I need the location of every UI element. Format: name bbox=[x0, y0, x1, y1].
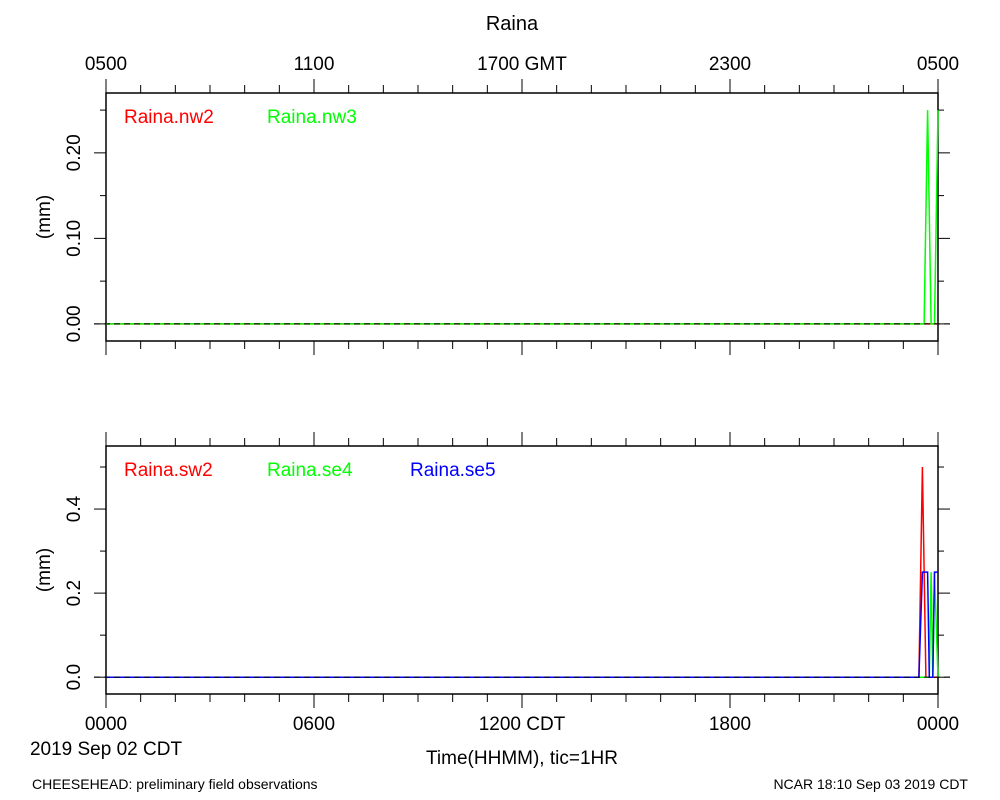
legend-raina-sw2: Raina.sw2 bbox=[124, 460, 213, 481]
series-line-raina-se4 bbox=[106, 572, 939, 678]
series-line-raina-sw2 bbox=[106, 466, 938, 678]
date-label: 2019 Sep 02 CDT bbox=[30, 739, 182, 760]
bottom-tick-label-0: 0000 bbox=[85, 714, 127, 735]
footer-left: CHEESEHEAD: preliminary field observatio… bbox=[32, 776, 318, 792]
bottom-axis-labels: 0000 0600 1200 CDT 1800 0000 2019 Sep 02… bbox=[30, 714, 959, 769]
top-tick-label-0: 0500 bbox=[85, 54, 127, 75]
top-tick-label-2: 1700 GMT bbox=[477, 54, 567, 75]
bottom-panel: (mm) Raina.sw2 Raina.se4 Raina.se5 0.0 0… bbox=[34, 432, 950, 708]
bottom-tick-label-2: 1200 CDT bbox=[479, 714, 566, 735]
top-panel-ylabel: (mm) bbox=[34, 195, 55, 239]
bottom-tick-label-3: 1800 bbox=[709, 714, 751, 735]
bottom-tick-label-1: 0600 bbox=[293, 714, 335, 735]
top-axis-labels: 0500 1100 1700 GMT 2300 0500 bbox=[85, 54, 959, 75]
legend-raina-nw3: Raina.nw3 bbox=[267, 107, 357, 128]
footer-right: NCAR 18:10 Sep 03 2019 CDT bbox=[773, 776, 968, 792]
bottom-ytick-label-1: 0.2 bbox=[64, 580, 85, 606]
legend-raina-se4: Raina.se4 bbox=[267, 460, 353, 481]
x-axis-label: Time(HHMM), tic=1HR bbox=[426, 748, 618, 769]
top-ytick-label-2: 0.20 bbox=[64, 134, 85, 171]
top-tick-label-1: 1100 bbox=[294, 54, 335, 75]
top-panel: (mm) Raina.nw2 Raina.nw3 0.00 0.10 0.20 bbox=[34, 79, 950, 355]
bottom-ytick-label-2: 0.4 bbox=[64, 495, 85, 522]
chart-title: Raina bbox=[486, 13, 539, 35]
series-line-raina-nw3 bbox=[106, 110, 939, 325]
bottom-tick-label-4: 0000 bbox=[917, 714, 959, 735]
legend-raina-se5: Raina.se5 bbox=[410, 460, 496, 481]
top-tick-label-4: 0500 bbox=[917, 54, 959, 75]
top-ytick-label-1: 0.10 bbox=[64, 220, 85, 257]
bottom-frame bbox=[105, 445, 939, 695]
legend-raina-nw2: Raina.nw2 bbox=[124, 107, 214, 128]
bottom-panel-ylabel: (mm) bbox=[34, 548, 55, 592]
bottom-ytick-label-0: 0.0 bbox=[64, 664, 85, 690]
top-tick-label-3: 2300 bbox=[709, 54, 751, 75]
top-frame bbox=[105, 92, 939, 342]
top-ytick-label-0: 0.00 bbox=[64, 305, 85, 342]
series-line-raina-se5 bbox=[106, 571, 938, 678]
